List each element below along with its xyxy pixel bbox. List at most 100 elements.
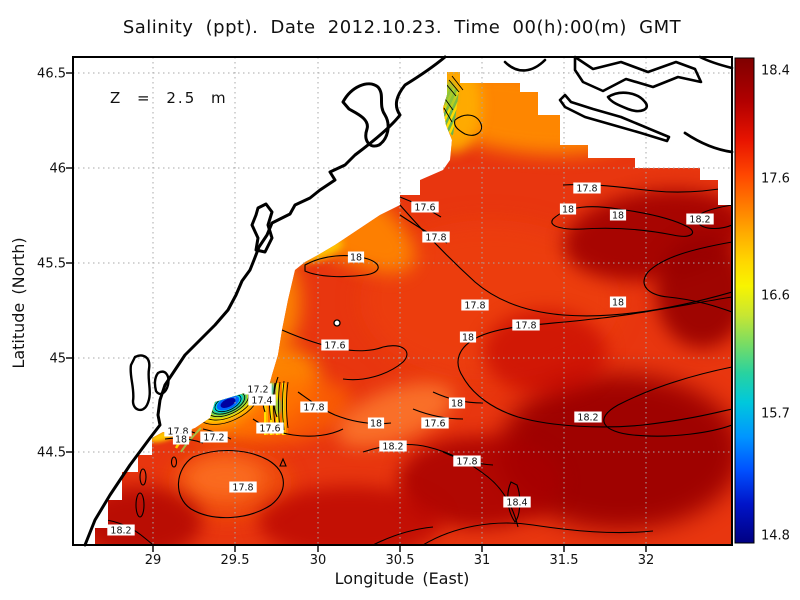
y-tick-label: 45 [49,352,66,367]
contour-label: 18 [347,251,365,264]
contour-label-box [347,251,365,263]
contour-label: 17.8 [422,231,450,244]
contour-label-text: 18 [350,253,362,264]
sea-field [95,72,732,545]
contour-label: 17.8 [453,455,481,468]
x-tick-label: 30.5 [386,553,415,568]
plot-frame [72,56,733,546]
contour-label: 18.2 [686,213,714,226]
contour-label-text: 17.6 [324,341,345,352]
contour-label-text: 17.4 [251,396,272,407]
colorbar [734,57,755,544]
contour-label-box [448,397,466,409]
contour-label: 17.6 [321,339,349,352]
x-tick-label: 32 [638,553,655,568]
contour-label-box [164,425,192,437]
coast-dnieper-wisp [503,58,547,72]
contour-label-box [229,481,257,493]
contour-label: 17.2 [244,383,272,396]
contour-label-box [107,524,135,536]
colorbar-tick-label: 14.8 [761,529,790,544]
contour-label-text: 18 [612,211,624,222]
depth-annotation: Z = 2.5 m [110,89,228,107]
contour-label-text: 17.8 [576,184,597,195]
contour-label-box [459,331,477,343]
contour-label-text: 17.8 [167,427,188,438]
colorbar-gradient [734,57,755,544]
contour-label-text: 18.2 [382,442,403,453]
contour-label-box [244,383,272,395]
y-axis-label: Latitude (North) [9,237,28,368]
contour-label-text: 17.2 [247,385,268,396]
contour-label: 17.8 [461,299,489,312]
coast-danube-lagoon-b [153,370,170,396]
y-tick-labels: 46.5 46 45.5 45 44.5 [37,67,66,461]
coast-karkinit [683,131,734,154]
contour-label-box [256,422,284,434]
contour-label-text: 18.4 [506,498,527,509]
contour-label-text: 17.8 [303,403,324,414]
contour-label: 18 [448,397,466,410]
contour-label: 18.2 [379,440,407,453]
contour-label-box [574,411,602,423]
contour-label-box [300,401,328,413]
contour-label-text: 18 [370,419,382,430]
contour-label: 17.4 [248,394,276,407]
contour-label: 17.6 [421,417,449,430]
contour-label-box [503,496,531,508]
contour-label-box [512,319,540,331]
coast-dniester-liman [250,202,274,254]
contour-label: 17.6 [411,201,439,214]
contour-label-box [248,394,276,406]
y-tick-label: 46 [49,162,66,177]
contour-label-text: 18.2 [689,215,710,226]
station-marker [333,319,341,327]
contour-label-box [421,417,449,429]
contour-label-box [609,296,627,308]
coast-dnieper-liman [573,55,703,93]
coast-topright-corner [698,55,734,70]
contour-label-text: 17.8 [464,301,485,312]
contour-label: 18.4 [503,496,531,509]
coast-dzharylhach [606,91,648,113]
contour-label-text: 17.6 [414,203,435,214]
y-tick-label: 44.5 [37,446,66,461]
contour-label-box [411,201,439,213]
contour-label-box [559,203,577,215]
contour-label-text: 18 [612,298,624,309]
coast-tylihul-lagoon [341,82,390,148]
contour-label: 17.8 [512,319,540,332]
contour-label: 18 [459,331,477,344]
contour-label-text: 17.8 [515,321,536,332]
contour-label: 17.6 [256,422,284,435]
x-tick-label: 30 [310,553,327,568]
contour-label: 17.8 [229,481,257,494]
x-tick-label: 31.5 [550,553,579,568]
contour-label: 18 [172,433,190,446]
contour-label: 17.8 [573,182,601,195]
coast-tendra-spit [558,93,671,143]
contour-label: 18 [609,296,627,309]
contour-label-text: 18.2 [110,526,131,537]
x-tick-labels: 29 29.5 30 30.5 31 31.5 32 [145,553,655,568]
contour-label-box [686,213,714,225]
grid-layer [73,57,732,545]
contour-label: 18 [559,203,577,216]
contour-label: 18 [609,209,627,222]
contour-label-box [200,431,228,443]
contour-label-text: 18 [175,435,187,446]
y-tick-label: 45.5 [37,257,66,272]
colorbar-tick-label: 18.4 [761,64,790,79]
contour-label-box [461,299,489,311]
contour-label: 17.8 [164,425,192,438]
contour-label-text: 18.2 [577,413,598,424]
contour-label-box [422,231,450,243]
x-tick-label: 29.5 [221,553,250,568]
contour-label-box [367,417,385,429]
x-tick-label: 29 [145,553,162,568]
contour-label-box [609,209,627,221]
colorbar-tick-label: 15.7 [761,407,790,422]
